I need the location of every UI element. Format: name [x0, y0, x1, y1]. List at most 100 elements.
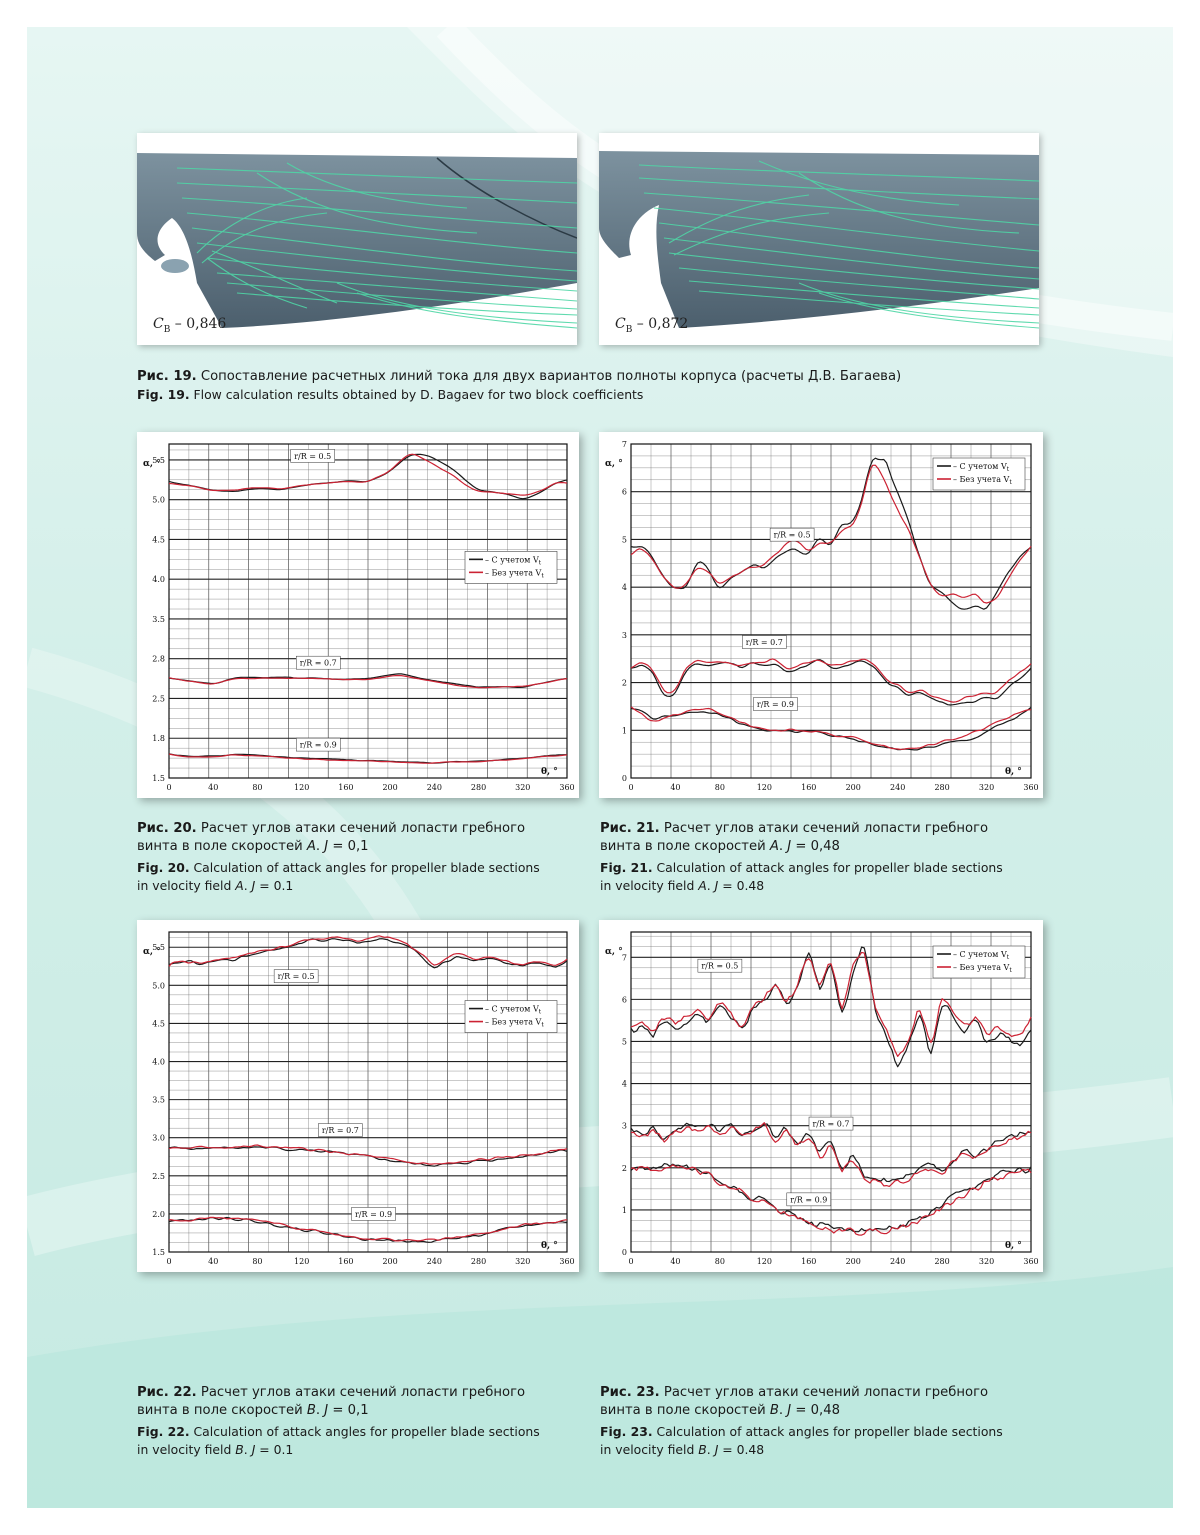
x-tick-label: 240 [427, 1257, 442, 1266]
x-tick-label: 200 [846, 1257, 861, 1266]
y-tick-label: 0 [622, 1248, 627, 1257]
x-tick-label: 280 [934, 1257, 949, 1266]
x-tick-label: 0 [166, 1257, 171, 1266]
hull-streamlines-right [599, 133, 1039, 345]
y-tick-label: 3 [622, 1122, 627, 1131]
x-tick-label: 40 [670, 1257, 680, 1266]
y-tick-label: 3 [622, 631, 627, 640]
x-tick-label: 160 [338, 783, 353, 792]
y-tick-label: 6 [622, 488, 627, 497]
figure-20-caption: Рис. 20. Расчет углов атаки сечений лопа… [137, 820, 587, 894]
x-tick-label: 360 [559, 783, 574, 792]
x-axis-label: θ, ° [1005, 1241, 1022, 1251]
x-tick-label: 40 [208, 783, 218, 792]
y-tick-label: 2.0 [152, 1210, 165, 1219]
x-tick-label: 160 [338, 1257, 353, 1266]
y-tick-label: 2 [622, 679, 627, 688]
x-axis-label: θ, ° [1005, 767, 1022, 777]
y-tick-label: 4.0 [152, 1058, 165, 1067]
y-tick-label: 4.5 [152, 1019, 165, 1028]
x-tick-label: 120 [757, 783, 772, 792]
x-tick-label: 0 [628, 783, 633, 792]
x-tick-label: 120 [294, 1257, 309, 1266]
y-axis-label: α, ° [605, 947, 623, 957]
section-label: r/R = 0.7 [812, 1120, 849, 1129]
block-coefficient-label: CB – 0,846 [153, 316, 226, 335]
x-tick-label: 120 [294, 783, 309, 792]
y-tick-label: 0 [622, 774, 627, 783]
streamline-image-left: CB – 0,846 [137, 133, 577, 345]
section-label: r/R = 0.5 [294, 452, 331, 461]
x-tick-label: 200 [382, 1257, 397, 1266]
x-tick-label: 280 [934, 783, 949, 792]
chart-fig20: 040801201602002402803203601.51.82.52.83.… [137, 432, 579, 798]
section-label: r/R = 0.9 [757, 700, 794, 709]
x-tick-label: 360 [1023, 783, 1038, 792]
x-tick-label: 240 [890, 783, 905, 792]
section-label: r/R = 0.7 [300, 659, 337, 668]
x-tick-label: 160 [801, 1257, 816, 1266]
y-tick-label: 4.5 [152, 535, 165, 544]
y-tick-label: 7 [622, 440, 627, 449]
hull-streamlines-left [137, 133, 577, 345]
x-tick-label: 80 [715, 1257, 725, 1266]
y-axis-label: α, ° [143, 459, 161, 469]
section-label: r/R = 0.9 [790, 1195, 827, 1204]
chart-fig21: 0408012016020024028032036001234567θ, °α,… [599, 432, 1043, 798]
y-tick-label: 3.5 [152, 1096, 165, 1105]
x-tick-label: 0 [166, 783, 171, 792]
x-tick-label: 40 [670, 783, 680, 792]
y-tick-label: 5.0 [152, 496, 165, 505]
y-axis-label: α, ° [605, 459, 623, 469]
x-axis-label: θ, ° [541, 1241, 558, 1251]
y-tick-label: 5 [622, 1037, 627, 1046]
x-tick-label: 240 [890, 1257, 905, 1266]
y-tick-label: 1.8 [152, 734, 165, 743]
section-label: r/R = 0.5 [701, 962, 738, 971]
x-tick-label: 240 [427, 783, 442, 792]
x-axis-label: θ, ° [541, 767, 558, 777]
chart-svg: 0408012016020024028032036001234567θ, °α,… [599, 920, 1043, 1272]
y-tick-label: 4 [622, 1080, 627, 1089]
y-tick-label: 2.5 [152, 1172, 165, 1181]
caption-en: Fig. 19. Flow calculation results obtain… [137, 386, 1057, 404]
chart-fig23: 0408012016020024028032036001234567θ, °α,… [599, 920, 1043, 1272]
y-tick-label: 2 [622, 1164, 627, 1173]
y-tick-label: 2.5 [152, 694, 165, 703]
x-tick-label: 80 [252, 1257, 262, 1266]
chart-svg: 040801201602002402803203601.51.82.52.83.… [137, 432, 579, 798]
x-tick-label: 40 [208, 1257, 218, 1266]
chart-grid [631, 444, 1031, 778]
section-label: r/R = 0.9 [300, 741, 337, 750]
x-tick-label: 320 [979, 783, 994, 792]
x-tick-label: 160 [801, 783, 816, 792]
y-tick-label: 2.8 [152, 655, 165, 664]
section-label: r/R = 0.7 [746, 638, 783, 647]
y-tick-label: 6 [622, 995, 627, 1004]
chart-grid [169, 932, 567, 1252]
x-tick-label: 320 [515, 783, 530, 792]
x-tick-label: 320 [979, 1257, 994, 1266]
figure-22-caption: Рис. 22. Расчет углов атаки сечений лопа… [137, 1384, 587, 1458]
y-axis-label: α, ° [143, 947, 161, 957]
y-tick-label: 4 [622, 583, 627, 592]
x-tick-label: 200 [846, 783, 861, 792]
figure-23-caption: Рис. 23. Расчет углов атаки сечений лопа… [600, 1384, 1050, 1458]
x-tick-label: 280 [471, 783, 486, 792]
x-tick-label: 80 [252, 783, 262, 792]
block-coefficient-label: CB – 0,872 [615, 316, 688, 335]
section-label: r/R = 0.9 [355, 1210, 392, 1219]
x-tick-label: 360 [1023, 1257, 1038, 1266]
y-tick-label: 5 [622, 535, 627, 544]
figure-19-caption: Рис. 19. Сопоставление расчетных линий т… [137, 368, 1057, 403]
y-tick-label: 3.0 [152, 1134, 165, 1143]
y-tick-label: 1 [622, 726, 627, 735]
section-label: r/R = 0.5 [774, 531, 811, 540]
streamline-image-right: CB – 0,872 [599, 133, 1039, 345]
chart-svg: 0408012016020024028032036001234567θ, °α,… [599, 432, 1043, 798]
x-tick-label: 200 [382, 783, 397, 792]
x-tick-label: 360 [559, 1257, 574, 1266]
chart-svg: 040801201602002402803203601.52.02.53.03.… [137, 920, 579, 1272]
section-label: r/R = 0.7 [322, 1126, 359, 1135]
y-tick-label: 1.5 [152, 1248, 165, 1257]
